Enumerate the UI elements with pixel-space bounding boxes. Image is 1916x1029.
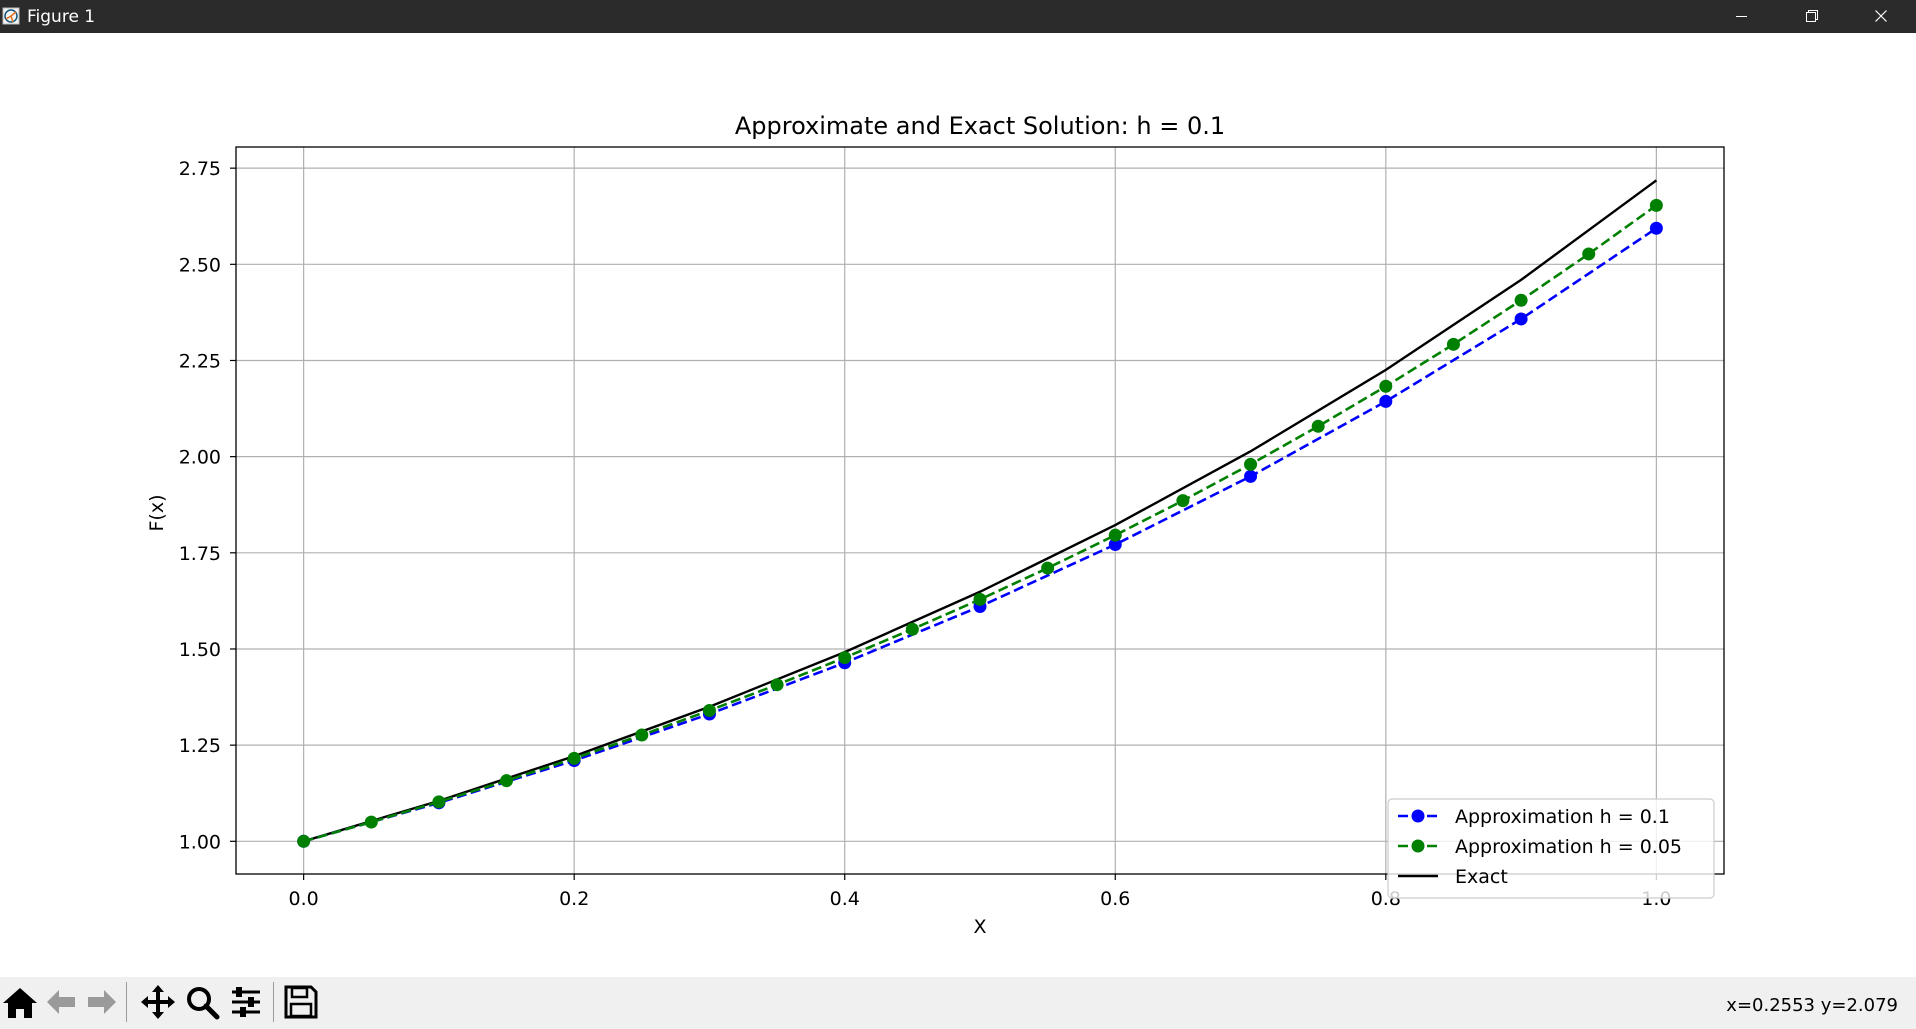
configure-subplots-button[interactable]	[226, 982, 266, 1022]
chart-title: Approximate and Exact Solution: h = 0.1	[735, 112, 1225, 140]
save-button[interactable]	[281, 982, 321, 1022]
series-approximation-h-0-05-line	[303, 204, 1658, 843]
series-approximation-h-0-1-point	[1379, 394, 1393, 408]
y-axis-ticks: 1.00 1.25 1.50 1.75 2.00 2.25 2.50 2.75	[179, 158, 236, 853]
legend-box	[1387, 798, 1715, 899]
series-approximation-h-0-05-point	[364, 815, 378, 829]
series-approximation-h-0-05-point	[973, 592, 987, 606]
pan-button[interactable]	[138, 982, 178, 1022]
y-tick-label: 1.50	[179, 639, 221, 661]
series-approximation-h-0-05-point	[1514, 293, 1528, 307]
series-approximation-h-0-1-line	[303, 227, 1658, 843]
matplotlib-figure-icon	[2, 7, 20, 25]
legend: Approximation h = 0.1 Approximation h = 0…	[1387, 798, 1715, 899]
cursor-coordinates: x=0.2553 y=2.079	[1726, 995, 1898, 1016]
y-axis-label: F(x)	[146, 495, 168, 532]
series-exact-line	[303, 179, 1658, 843]
arrow-left-icon	[47, 990, 75, 1014]
series-approximation-h-0-05-point	[1379, 379, 1393, 393]
series-approximation-h-0-05-point	[635, 728, 649, 742]
y-tick-label: 2.75	[179, 158, 221, 180]
x-tick-label: 0.2	[559, 888, 589, 910]
series-approximation-h-0-1-point	[1649, 221, 1663, 235]
series-approximation-h-0-05-point	[702, 703, 716, 717]
chart: 0.0 0.2 0.4 0.6 0.8 1.0 1.001.251.501.752.002…	[146, 112, 1725, 938]
series-approximation-h-0-05-point	[567, 751, 581, 765]
maximize-button[interactable]	[1776, 0, 1846, 33]
legend-swatch-marker	[1411, 809, 1425, 823]
series-approximation-h-0-05-point	[1176, 494, 1190, 508]
restore-icon	[1806, 10, 1818, 22]
legend-label: Approximation h = 0.05	[1455, 836, 1682, 858]
series-approximation-h-0-05-point	[1311, 419, 1325, 433]
series-approximation-h-0-05-point	[1041, 561, 1055, 575]
legend-swatch-marker	[1411, 839, 1425, 853]
zoom-button[interactable]	[182, 982, 222, 1022]
series-approximation-h-0-05-point	[838, 651, 852, 665]
series-approximation-h-0-05-point	[1244, 457, 1258, 471]
home-button[interactable]	[0, 982, 40, 1022]
series-approximation-h-0-1-point	[1108, 538, 1122, 552]
y-tick-label: 1.75	[179, 543, 221, 565]
floppy-disk-icon	[284, 985, 318, 1019]
toolbar-separator	[126, 982, 127, 1022]
axes-frame	[235, 146, 1725, 875]
legend-label: Approximation h = 0.1	[1455, 806, 1670, 828]
close-button[interactable]	[1846, 0, 1916, 33]
move-icon	[141, 985, 175, 1019]
plot-series	[297, 179, 1663, 848]
series-approximation-h-0-05-point	[905, 622, 919, 636]
window-title: Figure 1	[27, 7, 96, 27]
y-tick-label: 2.25	[179, 350, 221, 372]
x-tick-label: 0.6	[1100, 888, 1130, 910]
series-approximation-h-0-05-point	[500, 774, 514, 788]
y-tick-label: 1.25	[179, 735, 221, 757]
legend-label: Exact	[1455, 866, 1508, 888]
series-approximation-h-0-05-point	[297, 834, 311, 848]
close-icon	[1875, 10, 1887, 22]
navigation-toolbar: x=0.2553 y=2.079	[0, 977, 1916, 1029]
window-titlebar: Figure 1	[0, 0, 1916, 33]
y-tick-label: 2.00	[179, 447, 221, 469]
minimize-button[interactable]	[1706, 0, 1776, 33]
series-approximation-h-0-1-point	[1514, 312, 1528, 326]
series-approximation-h-0-05-point	[770, 678, 784, 692]
minimize-icon	[1736, 16, 1747, 17]
sliders-icon	[232, 987, 260, 1017]
toolbar-separator	[273, 982, 274, 1022]
arrow-right-icon	[88, 990, 116, 1014]
home-icon	[3, 988, 37, 1018]
series-approximation-h-0-05-point	[1582, 247, 1596, 261]
y-tick-label: 2.50	[179, 254, 221, 276]
grid	[236, 147, 1724, 874]
x-axis-label: X	[973, 916, 986, 938]
back-button[interactable]	[41, 982, 81, 1022]
figure-canvas[interactable]: 0.0 0.2 0.4 0.6 0.8 1.0 1.00 1.25 1.50 1.75 2.00 2…	[0, 33, 1916, 977]
magnifier-icon	[187, 987, 220, 1020]
series-approximation-h-0-05-point	[432, 795, 446, 809]
series-approximation-h-0-05-point	[1108, 528, 1122, 542]
series-approximation-h-0-05-point	[1649, 198, 1663, 212]
y-tick-label: 1.00	[179, 831, 221, 853]
forward-button[interactable]	[82, 982, 122, 1022]
series-approximation-h-0-1-point	[1244, 469, 1258, 483]
x-tick-label: 0.0	[289, 888, 319, 910]
x-tick-label: 0.4	[830, 888, 860, 910]
series-approximation-h-0-05-point	[1446, 337, 1460, 351]
